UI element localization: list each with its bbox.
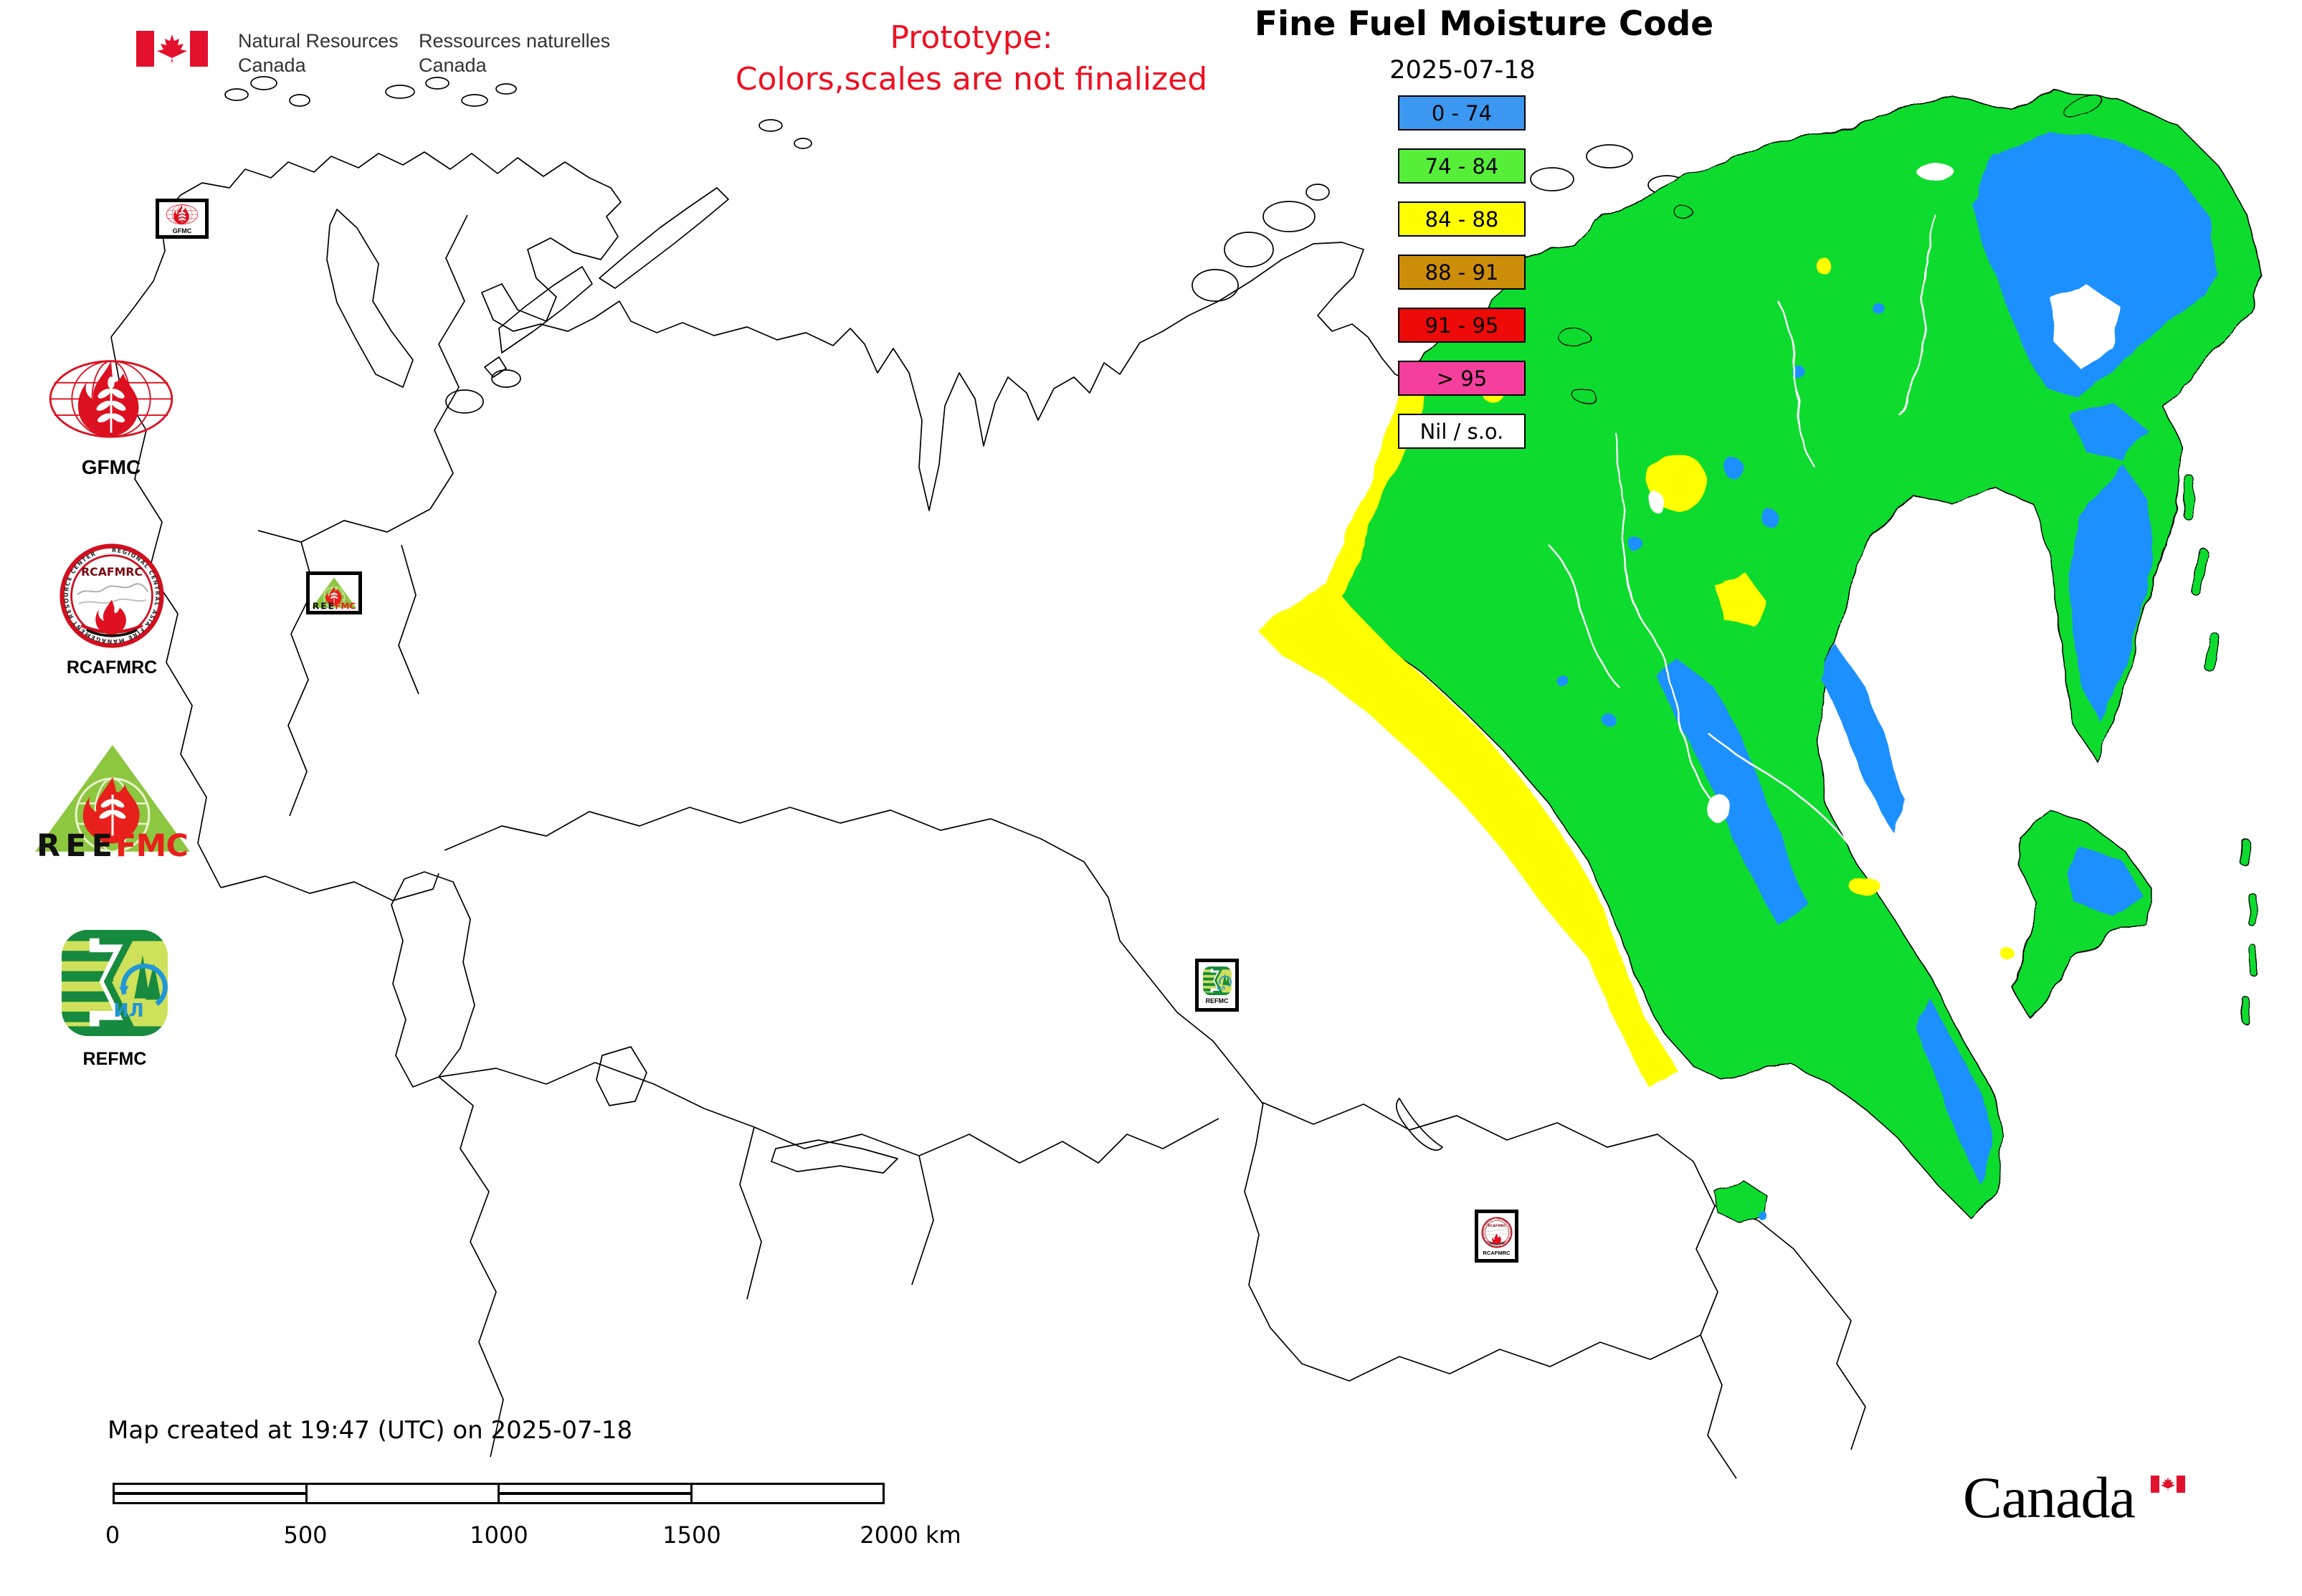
legend-label: > 95: [1436, 366, 1488, 391]
scale-tick-500: 500: [283, 1521, 328, 1549]
lake-ladoga: [445, 389, 484, 414]
legend-item-84-88: 84 - 88: [1398, 201, 1526, 237]
gfmc-logo: GFMC: [43, 357, 179, 479]
scale-tick-1500: 1500: [662, 1521, 721, 1549]
data-green-islands: [1557, 95, 2258, 1026]
scale-tick-1000: 1000: [470, 1521, 528, 1549]
rcafmrc-marker-label: RCAFMRC: [1483, 1249, 1511, 1256]
legend-item-74-84: 74 - 84: [1398, 148, 1526, 184]
uzbek-border-2: [911, 1155, 934, 1286]
refmc-marker-label: REFMC: [1205, 997, 1229, 1004]
south-russia-border: [220, 873, 439, 901]
legend-label: 84 - 88: [1425, 206, 1499, 232]
nrcan-en-line1: Natural Resources: [238, 30, 399, 52]
canada-wordmark-text: Canada: [1963, 1465, 2136, 1530]
data-rivers: [1548, 214, 1937, 847]
created-timestamp: Map created at 19:47 (UTC) on 2025-07-18: [108, 1416, 633, 1445]
legend-item-91-95: 91 - 95: [1398, 308, 1526, 343]
scale-bar-segment: [308, 1485, 500, 1502]
arctic-islands: [224, 76, 812, 149]
data-green-main: [1322, 89, 2263, 1220]
scale-tick-2000: 2000 km: [860, 1521, 961, 1549]
page-title: Fine Fuel Moisture Code: [1254, 4, 1714, 44]
uzbek-border-1: [739, 1126, 762, 1300]
legend-item-88-91: 88 - 91: [1398, 255, 1526, 290]
rcafmrc-logo: RCAFMRC: [59, 543, 165, 678]
scale-bar-segment: [500, 1485, 693, 1502]
scandinavia-siberia-coastline: [110, 151, 1404, 511]
gulf-of-bothnia: [326, 209, 414, 388]
scale-tick-0: 0: [105, 1521, 120, 1549]
lake-balkhash: [771, 1139, 898, 1174]
prototype-line1: Prototype:: [890, 19, 1053, 56]
refmc-logo: REFMC: [59, 927, 171, 1070]
severnaya-zemlya: [1192, 184, 1330, 302]
ffmc-data-region: [1258, 89, 2263, 1223]
aral-sea: [596, 1046, 647, 1106]
new-siberian-islands: [1530, 144, 1686, 195]
belarus-border: [398, 544, 419, 695]
legend-item-nil: Nil / s.o.: [1398, 414, 1526, 449]
nrcan-signature-en: Natural Resources Canada: [238, 29, 399, 77]
finland-russia-border: [429, 214, 468, 510]
reefmc-logo: [32, 742, 193, 859]
scale-bar-segment: [115, 1485, 308, 1502]
baltic-borders-1: [257, 508, 431, 543]
canada-wordmark-flag-icon: [2151, 1476, 2185, 1493]
mongolia-border: [1244, 1102, 1718, 1382]
china-border-1: [1714, 1205, 1866, 1450]
data-blue: [1557, 133, 2215, 1220]
nrcan-flag-icon: [136, 31, 208, 67]
legend-item-gt95: > 95: [1398, 361, 1526, 396]
legend-label: Nil / s.o.: [1419, 419, 1504, 444]
caspian-sea: [391, 871, 475, 1088]
scale-bar-segment: [693, 1485, 883, 1502]
rcafmrc-logo-label: RCAFMRC: [66, 657, 158, 678]
lake-baikal: [1396, 1098, 1443, 1151]
nrcan-en-line2: Canada: [238, 54, 306, 76]
prototype-line2: Colors,scales are not finalized: [735, 61, 1208, 98]
legend-label: 74 - 84: [1425, 153, 1499, 179]
kazakhstan-east-border: [1108, 897, 1264, 1105]
legend-label: 91 - 95: [1425, 313, 1499, 338]
scale-bar: [113, 1483, 885, 1504]
country-outlines: [110, 76, 1866, 1479]
reefmc-map-marker: [306, 571, 362, 614]
legend-label: 0 - 74: [1431, 100, 1493, 125]
novaya-zemlya-north: [599, 187, 729, 289]
gfmc-marker-label: GFMC: [172, 227, 192, 234]
nrcan-fr-line2: Canada: [419, 54, 487, 76]
nrcan-fr-line1: Ressources naturelles: [419, 30, 611, 52]
data-nil-patches: [1649, 163, 2121, 822]
data-green-sakhalin: [2012, 811, 2153, 1017]
gfmc-map-marker: GFMC: [156, 199, 209, 239]
central-asia-border: [438, 1076, 504, 1458]
kazakhstan-south-border: [438, 1062, 1219, 1164]
gfmc-logo-label: GFMC: [81, 456, 141, 478]
legend-label: 88 - 91: [1425, 260, 1499, 285]
kazakhstan-north-border: [444, 807, 1109, 898]
vaygach-island: [484, 356, 507, 378]
map-date: 2025-07-18: [1389, 56, 1536, 85]
refmc-logo-label: REFMC: [82, 1049, 147, 1069]
prototype-warning: Prototype: Colors,scales are not finaliz…: [667, 17, 1276, 100]
canada-wordmark: Canada: [1963, 1464, 2185, 1531]
novaya-zemlya-south: [498, 266, 593, 353]
refmc-map-marker: REFMC: [1195, 959, 1239, 1012]
rcafmrc-map-marker: RCAFMRC: [1475, 1210, 1518, 1263]
legend-item-0-74: 0 - 74: [1398, 95, 1526, 130]
lake-onega: [491, 369, 521, 388]
nrcan-signature-fr: Ressources naturelles Canada: [419, 29, 610, 77]
china-border-2: [1700, 1334, 1737, 1479]
